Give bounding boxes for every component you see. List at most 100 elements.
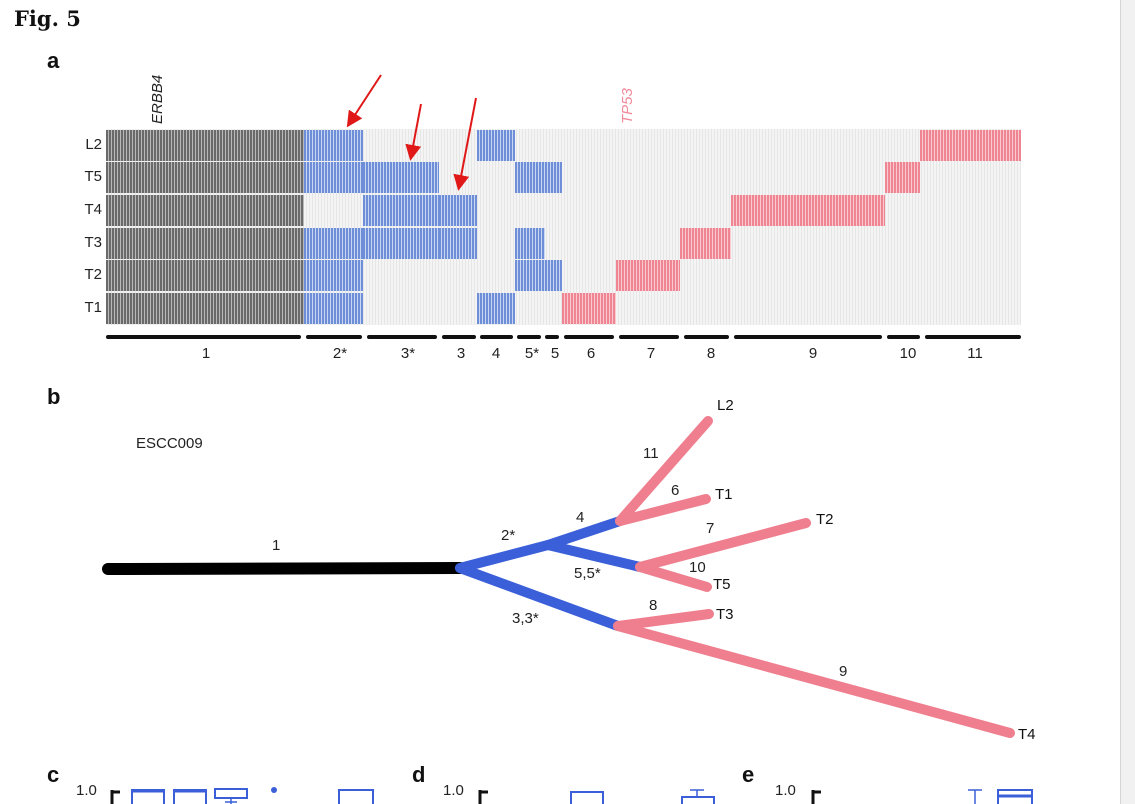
cluster-label-7: 7 — [646, 345, 656, 362]
cluster-bar-6 — [564, 335, 614, 339]
cluster-label-3: 3 — [456, 345, 466, 362]
cluster-label-4: 4 — [491, 345, 501, 362]
tree-branch-9 — [613, 621, 1015, 738]
heatmap-cell-t5-c1 — [106, 162, 304, 194]
leaf-label-t2: T2 — [816, 511, 834, 528]
edge-label-6: 6 — [671, 482, 680, 499]
leaf-label-t4: T4 — [1018, 726, 1036, 743]
tree-branch-4 — [543, 516, 625, 550]
cluster-bar-4 — [480, 335, 513, 339]
tree-branch-11 — [615, 416, 713, 526]
heatmap-cell-l2-c2s — [304, 129, 363, 161]
heatmap-cell-t3-c5s — [515, 227, 545, 259]
edge-label-2star: 2* — [501, 527, 516, 544]
heatmap-cell-t2-c7 — [616, 260, 680, 292]
heatmap-cell-t5-c5s — [515, 162, 545, 194]
tree-branch-7 — [635, 518, 811, 572]
panel-c-fragment — [110, 787, 374, 804]
cluster-label-3star: 3* — [400, 345, 416, 362]
sample-id-label: ESCC009 — [136, 435, 203, 452]
heatmap-cell-t5-c2s — [304, 162, 363, 194]
panel-c-axis-tick: 1.0 — [76, 782, 97, 799]
heatmap-cell-t4-c3 — [439, 194, 477, 227]
panel-b-letter: b — [47, 384, 61, 409]
heatmap-cell-t5-c5 — [545, 162, 562, 194]
panel-a-letter: a — [47, 48, 60, 73]
cluster-bar-7 — [619, 335, 679, 339]
heatmap-cell-t4-c3s — [363, 194, 439, 227]
cluster-bar-9 — [734, 335, 882, 339]
edge-label-1: 1 — [272, 537, 281, 554]
heatmap-cell-l2-c1 — [106, 129, 304, 161]
cluster-label-5star: 5* — [524, 345, 540, 362]
cluster-label-6: 6 — [586, 345, 596, 362]
heatmap-cell-t1-c2s — [304, 293, 363, 325]
heatmap-cell-l2-c4 — [477, 129, 515, 161]
row-label-t2: T2 — [84, 266, 102, 283]
leaf-label-l2: L2 — [717, 397, 734, 414]
tree-branch-8 — [613, 609, 714, 631]
cluster-bar-10 — [887, 335, 920, 339]
cluster-bar-8 — [684, 335, 729, 339]
heatmap-cell-t3-c1 — [106, 227, 304, 259]
edge-label-9: 9 — [839, 663, 848, 680]
heatmap-cell-t2-c5s — [515, 260, 545, 292]
edge-label-5-5star: 5,5* — [574, 565, 601, 582]
edge-label-8: 8 — [649, 597, 658, 614]
heatmap-background — [106, 129, 1021, 325]
row-label-t1: T1 — [84, 299, 102, 316]
panel-e-fragment — [811, 789, 1033, 804]
cluster-label-8: 8 — [706, 345, 716, 362]
cluster-label-9: 9 — [808, 345, 818, 362]
heatmap-cell-t2-c2s — [304, 260, 363, 292]
tree-branch-6 — [615, 494, 711, 526]
cluster-bar-3star — [367, 335, 437, 339]
figure-title: Fig. 5 — [14, 6, 81, 31]
cluster-label-5: 5 — [550, 345, 560, 362]
tree-branch-2star — [455, 540, 553, 573]
arrow-marker-cluster-3star — [405, 103, 422, 161]
edge-label-4: 4 — [576, 509, 585, 526]
panel-c-letter: c — [47, 762, 60, 787]
edge-label-11: 11 — [643, 445, 659, 462]
leaf-label-t5: T5 — [713, 576, 731, 593]
panel-e-axis-tick: 1.0 — [775, 782, 796, 799]
panel-d-axis-tick: 1.0 — [443, 782, 464, 799]
cluster-bar-3 — [442, 335, 476, 339]
mutation-heatmap — [106, 129, 1021, 325]
cluster-label-2star: 2* — [332, 345, 348, 362]
panel-d-fragment — [478, 789, 715, 804]
page-scroll-edge — [1120, 0, 1135, 804]
heatmap-cell-t5-c3s — [363, 162, 439, 194]
cluster-label-10: 10 — [899, 345, 917, 362]
leaf-label-t1: T1 — [715, 486, 733, 503]
heatmap-cell-t4-c1 — [106, 194, 304, 227]
edge-label-7: 7 — [706, 520, 715, 537]
row-label-t5: T5 — [84, 168, 102, 185]
cluster-bar-1 — [106, 335, 301, 339]
cluster-label-11: 11 — [967, 345, 983, 362]
heatmap-cell-t1-c6 — [562, 293, 616, 325]
heatmap-cell-t5-c10 — [885, 162, 920, 194]
heatmap-cell-t1-c4 — [477, 293, 515, 325]
heatmap-cell-t3-c8 — [680, 227, 731, 259]
heatmap-cell-t1-c1 — [106, 293, 304, 325]
cluster-bar-2star — [306, 335, 362, 339]
arrow-marker-cluster-2star — [346, 74, 382, 128]
leaf-label-t3: T3 — [716, 606, 734, 623]
heatmap-cell-t3-c2s — [304, 227, 363, 259]
heatmap-cell-t2-c5 — [545, 260, 562, 292]
cluster-bar-5 — [545, 335, 559, 339]
arrow-marker-cluster-3 — [453, 97, 477, 191]
tree-branch-10 — [635, 562, 712, 592]
row-label-l2: L2 — [85, 136, 102, 153]
heatmap-cell-l2-c11 — [920, 129, 1021, 161]
panel-e-letter: e — [742, 762, 755, 787]
heatmap-cell-t2-c1 — [106, 260, 304, 292]
tree-branch-1 — [102, 562, 466, 575]
heatmap-cell-t3-c3 — [439, 227, 477, 259]
panel-d-letter: d — [412, 762, 426, 787]
row-label-t3: T3 — [84, 234, 102, 251]
edge-label-10: 10 — [689, 559, 706, 576]
